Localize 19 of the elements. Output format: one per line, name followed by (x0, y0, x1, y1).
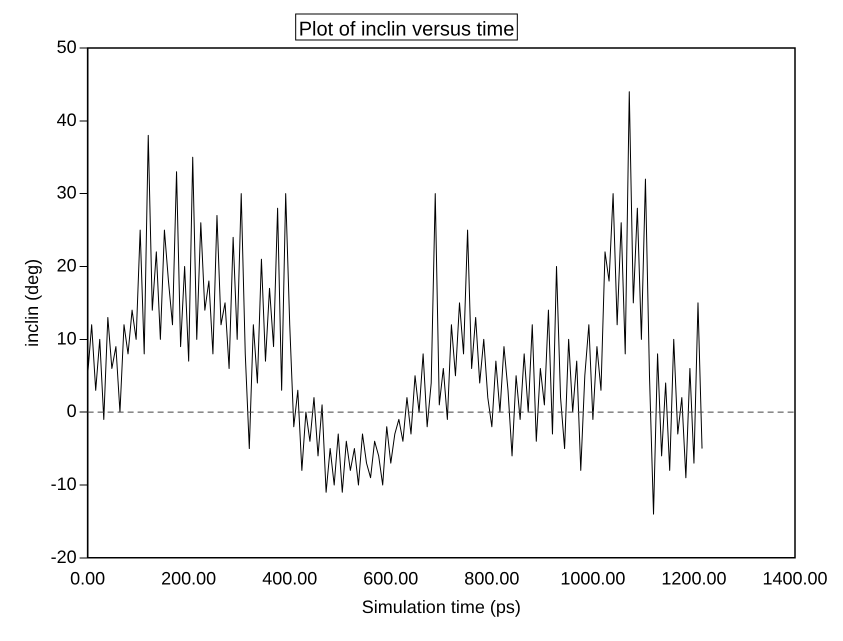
x-tick-label: 600.00 (363, 568, 418, 589)
x-tick-label: 1000.00 (560, 568, 626, 589)
x-tick-label: 200.00 (161, 568, 216, 589)
y-tick-label: 0 (66, 401, 77, 422)
y-tick-label: 30 (56, 182, 77, 203)
y-tick-label: -20 (50, 546, 77, 567)
y-tick-label: 10 (56, 328, 77, 348)
x-tick-label: 1200.00 (661, 568, 726, 589)
x-tick-label: 800.00 (464, 568, 520, 589)
x-tick-label: 0.00 (70, 568, 106, 589)
x-tick-label: 400.00 (262, 568, 318, 589)
y-tick-label: 20 (56, 255, 77, 276)
y-tick-label: -10 (50, 474, 77, 494)
y-tick-label: 40 (56, 110, 77, 130)
x-axis-title: Simulation time (ps) (362, 597, 521, 618)
y-axis-title: inclin (deg) (22, 258, 42, 347)
chart-title: Plot of inclin versus time (298, 18, 514, 41)
x-tick-label: 1400.00 (762, 568, 828, 589)
y-tick-label: 50 (56, 36, 77, 57)
